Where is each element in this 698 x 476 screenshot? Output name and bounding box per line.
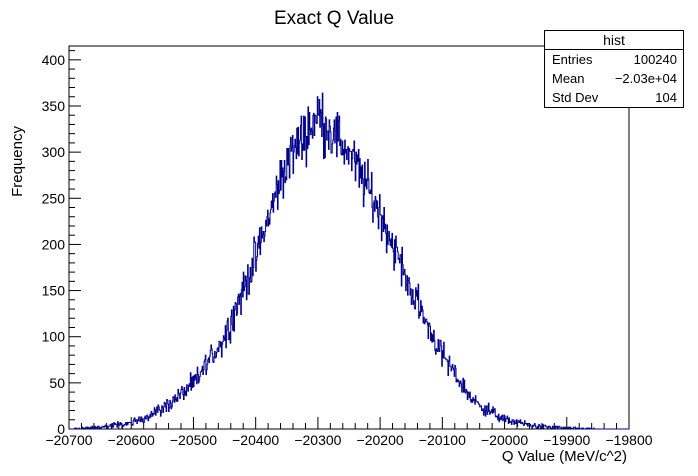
stats-mean-label: Mean (552, 71, 585, 86)
stats-box: hist Entries 100240 Mean −2.03e+04 Std D… (544, 30, 684, 108)
y-tick-label: 50 (49, 375, 65, 391)
stats-stddev-label: Std Dev (552, 90, 599, 105)
histogram-series (69, 92, 629, 430)
x-tick-label: −19800 (605, 432, 652, 448)
chart-title: Exact Q Value (274, 8, 394, 29)
y-tick-label: 300 (42, 144, 66, 160)
x-tick-label: −20500 (170, 432, 217, 448)
y-axis-label: Frequency (9, 126, 26, 197)
stats-row-mean: Mean −2.03e+04 (545, 69, 683, 88)
x-tick-label: −19900 (543, 432, 590, 448)
x-tick-label: −20600 (108, 432, 155, 448)
stats-row-stddev: Std Dev 104 (545, 88, 683, 107)
y-tick-label: 400 (42, 52, 66, 68)
y-axis: 0 50 100 150 200 250 300 350 400 (42, 50, 81, 437)
x-tick-label: −20100 (419, 432, 466, 448)
y-tick-label: 100 (42, 329, 66, 345)
stats-mean-value: −2.03e+04 (614, 71, 677, 86)
plot-frame (68, 45, 630, 430)
y-tick-label: 350 (42, 98, 66, 114)
x-tick-label: −20700 (45, 432, 92, 448)
x-axis-label: Q Value (MeV/c^2) (502, 448, 627, 465)
stats-row-entries: Entries 100240 (545, 50, 683, 69)
y-tick-label: 0 (57, 421, 65, 437)
x-tick-label: −20400 (232, 432, 279, 448)
stats-entries-value: 100240 (633, 52, 677, 67)
x-tick-label: −20200 (357, 432, 404, 448)
stats-title: hist (545, 31, 683, 50)
y-tick-label: 250 (42, 190, 66, 206)
y-tick-label: 150 (42, 283, 66, 299)
x-tick-label: −20300 (294, 432, 341, 448)
x-tick-label: −20000 (481, 432, 528, 448)
y-tick-label: 200 (42, 236, 66, 252)
stats-entries-label: Entries (552, 52, 593, 67)
x-axis: −20700 −20600 −20500 −20400 −20300 −20200 −201… (45, 417, 653, 448)
stats-stddev-value: 104 (655, 90, 677, 105)
